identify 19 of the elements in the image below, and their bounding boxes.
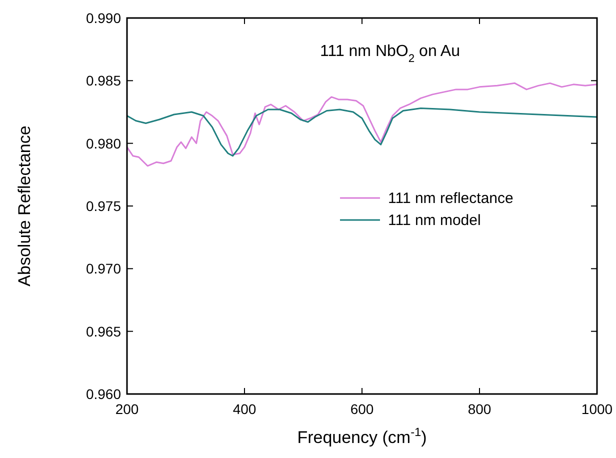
text: 111 nm NbO$_{2}$ on Au [320,43,460,65]
y-axis-title: Absolute Reflectance [15,126,34,286]
x-tick-label: 400 [232,401,256,417]
y-tick-label: 0.960 [86,386,122,402]
line-series [126,82,598,167]
x-tick-label: 1000 [581,401,613,417]
line-series [126,107,598,157]
x-tick-label: 200 [115,401,139,417]
y-tick-label: 0.975 [86,198,122,214]
x-tick-label: 800 [468,401,492,417]
y-tick-label: 0.970 [86,260,122,277]
y-tick-label: 0.965 [86,323,122,340]
y-tick-label: 0.980 [86,135,122,152]
x-tick-label: 600 [350,401,374,417]
y-tick-label: 0.985 [86,72,122,89]
x-axis-title: Frequency (cm$^{-1}$) [297,425,427,447]
y-tick-label: 0.990 [86,10,122,26]
legend-label: 111 nm reflectance [388,190,514,207]
legend-label: 111 nm model [388,212,481,229]
